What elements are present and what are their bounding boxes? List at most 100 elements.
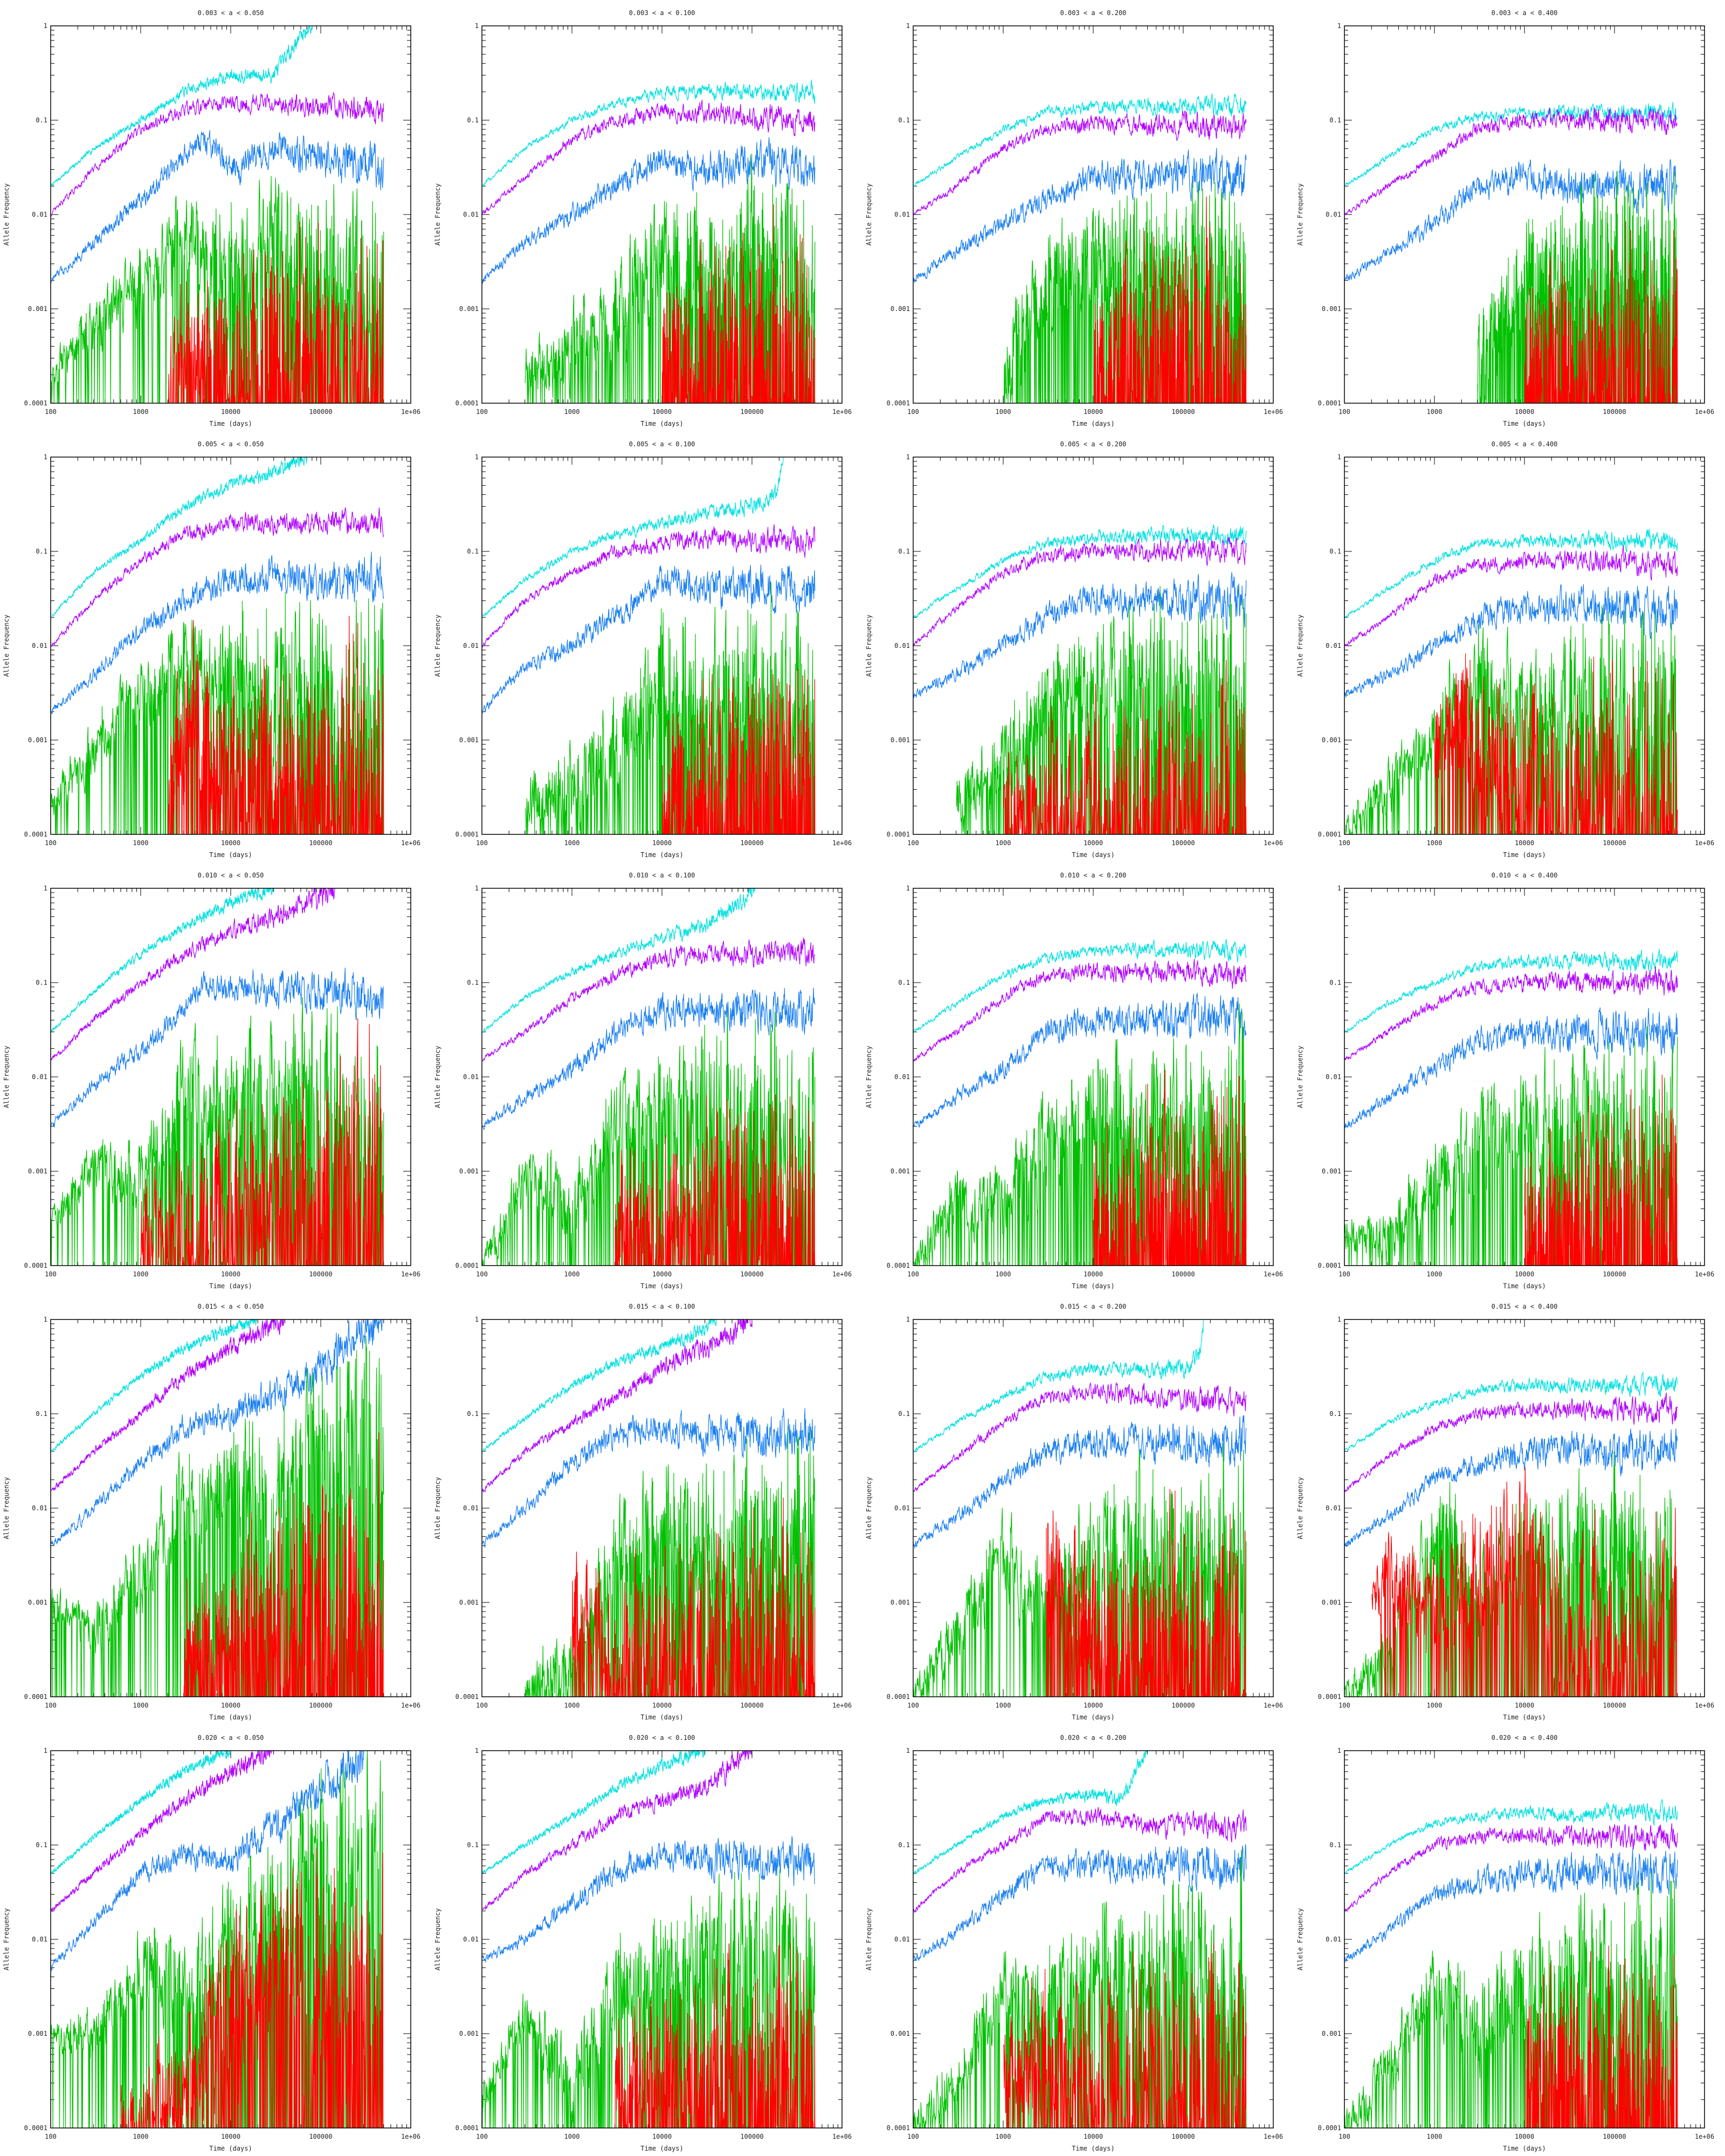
y-tick-label: 0.1 [467,548,479,555]
x-tick-label: 100000 [1603,1270,1626,1278]
series-blue [51,130,384,283]
x-tick-label: 100000 [309,1270,332,1278]
series-red [1524,1075,1678,1266]
y-tick-label: 0.001 [28,2030,47,2037]
series-green [51,997,384,1266]
panel-title: 0.005 < a < 0.200 [1060,440,1127,448]
plot-frame [913,1319,1274,1697]
series-red [1003,660,1247,834]
x-tick-label: 100 [907,2133,919,2140]
y-tick-label: 0.001 [891,305,910,313]
y-tick-label: 0.001 [28,1599,47,1606]
chart-panel: 0.015 < a < 0.200 0.0001 0.001 0.01 0.1 1 100 1… [862,1294,1294,1725]
chart-panel: 0.005 < a < 0.050 0.0001 0.001 0.01 0.1 1 100 1… [0,431,431,862]
y-tick-label: 0.01 [1326,211,1341,218]
x-tick-label: 10000 [221,2133,240,2140]
chart-panel: 0.015 < a < 0.050 0.0001 0.001 0.01 0.1 1 100 1… [0,1294,431,1725]
panel-svg: 0.020 < a < 0.400 0.0001 0.001 0.01 0.1 1 100 1… [1296,1734,1714,2152]
series-purple [1344,1392,1678,1492]
series-purple [913,1382,1247,1492]
chart-panel: 0.003 < a < 0.200 0.0001 0.001 0.01 0.1 1 100 1… [862,0,1294,431]
series-group [482,888,816,1266]
series-purple [51,92,384,217]
x-axis-label: Time (days) [1072,851,1114,859]
x-tick-label: 100 [45,1702,57,1709]
series-blue [1344,159,1678,281]
y-tick-label: 0.01 [32,1504,47,1512]
y-tick-label: 0.0001 [1318,1693,1341,1701]
chart-panel: 0.020 < a < 0.400 0.0001 0.001 0.01 0.1 1 100 1… [1294,1725,1725,2156]
plot-frame [50,1750,411,2129]
y-tick-label: 0.0001 [887,831,910,838]
y-tick-label: 0.01 [463,1936,479,1943]
series-blue [51,968,384,1128]
x-tick-label: 10000 [1515,839,1534,847]
x-tick-label: 10000 [652,2133,672,2140]
series-cyan [913,939,1247,1032]
x-tick-label: 10000 [1084,2133,1103,2140]
x-tick-label: 10000 [652,839,672,847]
series-purple [482,1319,753,1493]
x-tick-label: 1e+06 [832,839,852,847]
x-tick-label: 100 [907,1702,919,1709]
y-tick-label: 0.0001 [1318,2124,1341,2132]
y-tick-label: 1 [44,22,47,30]
x-axis-label: Time (days) [1072,420,1114,427]
series-group [913,1319,1247,1697]
x-tick-label: 100000 [740,408,763,416]
y-tick-label: 0.01 [463,211,479,218]
y-tick-label: 0.0001 [1318,1262,1341,1269]
x-tick-label: 1e+06 [401,408,420,416]
x-tick-label: 10000 [1515,2133,1534,2140]
y-tick-label: 0.1 [36,548,47,555]
x-axis-label: Time (days) [209,851,252,859]
x-tick-label: 100 [907,408,919,416]
x-tick-label: 100000 [1171,839,1195,847]
y-tick-label: 1 [475,22,479,30]
plot-frame [1344,25,1705,404]
x-tick-label: 1000 [564,2133,580,2140]
panel-svg: 0.015 < a < 0.200 0.0001 0.001 0.01 0.1 1 100 1… [865,1303,1283,1721]
panel-svg: 0.015 < a < 0.050 0.0001 0.001 0.01 0.1 1 100 1… [3,1303,420,1721]
panel-svg: 0.010 < a < 0.100 0.0001 0.001 0.01 0.1 1 100 1… [434,872,852,1290]
series-blue [913,1844,1247,1962]
series-group [482,79,816,403]
y-tick-label: 0.0001 [887,399,910,407]
series-red [1093,196,1247,403]
y-tick-label: 0.001 [1322,1167,1341,1175]
x-axis-label: Time (days) [1503,2145,1545,2152]
y-axis-label: Allele Frequency [865,183,873,246]
plot-frame [1344,1750,1705,2129]
x-tick-label: 10000 [1084,408,1103,416]
series-purple [482,524,816,648]
y-axis-label: Allele Frequency [1296,1477,1304,1539]
y-tick-label: 0.001 [891,2030,910,2037]
y-tick-label: 0.001 [459,1167,479,1175]
series-blue [913,148,1247,283]
panel-svg: 0.005 < a < 0.200 0.0001 0.001 0.01 0.1 1 100 1… [865,440,1283,859]
x-tick-label: 100 [1338,839,1350,847]
x-tick-label: 100 [907,839,919,847]
panel-svg: 0.020 < a < 0.050 0.0001 0.001 0.01 0.1 1 100 1… [3,1734,420,2152]
y-tick-label: 0.1 [36,979,47,986]
x-tick-label: 1000 [133,1270,149,1278]
y-tick-label: 1 [475,1316,479,1323]
series-green [482,1012,816,1266]
series-cyan [913,94,1247,187]
y-tick-label: 0.0001 [24,2124,47,2132]
series-purple [51,507,384,647]
series-group [1344,1371,1678,1697]
y-tick-label: 0.001 [459,2030,479,2037]
panel-title: 0.020 < a < 0.050 [198,1734,264,1742]
x-tick-label: 1e+06 [1264,1702,1283,1709]
y-axis-label: Allele Frequency [434,183,441,246]
x-tick-label: 100000 [1171,1702,1195,1709]
y-tick-label: 0.1 [36,1410,47,1418]
x-tick-label: 10000 [1084,1702,1103,1709]
series-purple [913,1807,1247,1913]
y-tick-label: 1 [475,1747,479,1754]
series-red [1434,653,1678,834]
y-axis-label: Allele Frequency [3,614,10,677]
y-axis-label: Allele Frequency [1296,1046,1304,1108]
plot-frame [1344,1319,1705,1697]
